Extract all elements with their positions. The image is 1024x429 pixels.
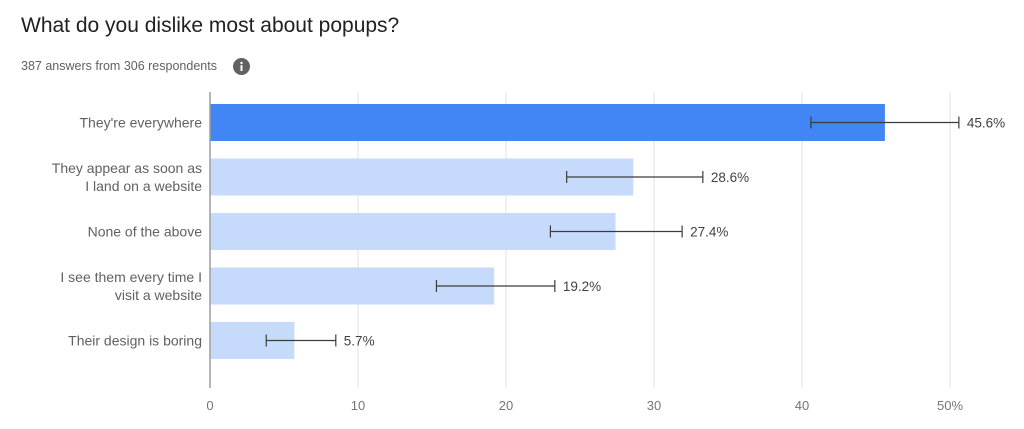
response-count: 387 answers from 306 respondents (21, 59, 217, 73)
x-tick-label: 30 (647, 398, 661, 413)
x-tick-label: 20 (499, 398, 513, 413)
data-label: 45.6% (967, 116, 1005, 131)
data-label: 19.2% (563, 279, 601, 294)
category-label: They appear as soon as I land on a websit… (52, 160, 202, 194)
x-tick-label: 0 (206, 398, 213, 413)
category-label: None of the above (88, 224, 203, 240)
bar (210, 158, 634, 196)
info-icon[interactable] (232, 57, 250, 75)
x-tick-label: 40 (795, 398, 809, 413)
chart-title: What do you dislike most about popups? (21, 14, 400, 37)
category-label: Their design is boring (68, 333, 202, 349)
subtitle-row: 387 answers from 306 respondents (21, 56, 250, 76)
data-label: 28.6% (711, 170, 749, 185)
data-label: 27.4% (690, 225, 728, 240)
data-label: 5.7% (344, 334, 375, 349)
bar (210, 213, 616, 250)
x-tick-label: 10 (351, 398, 365, 413)
category-label: They're everywhere (80, 115, 203, 131)
bar (210, 104, 885, 141)
x-tick-label: 50% (937, 398, 963, 413)
